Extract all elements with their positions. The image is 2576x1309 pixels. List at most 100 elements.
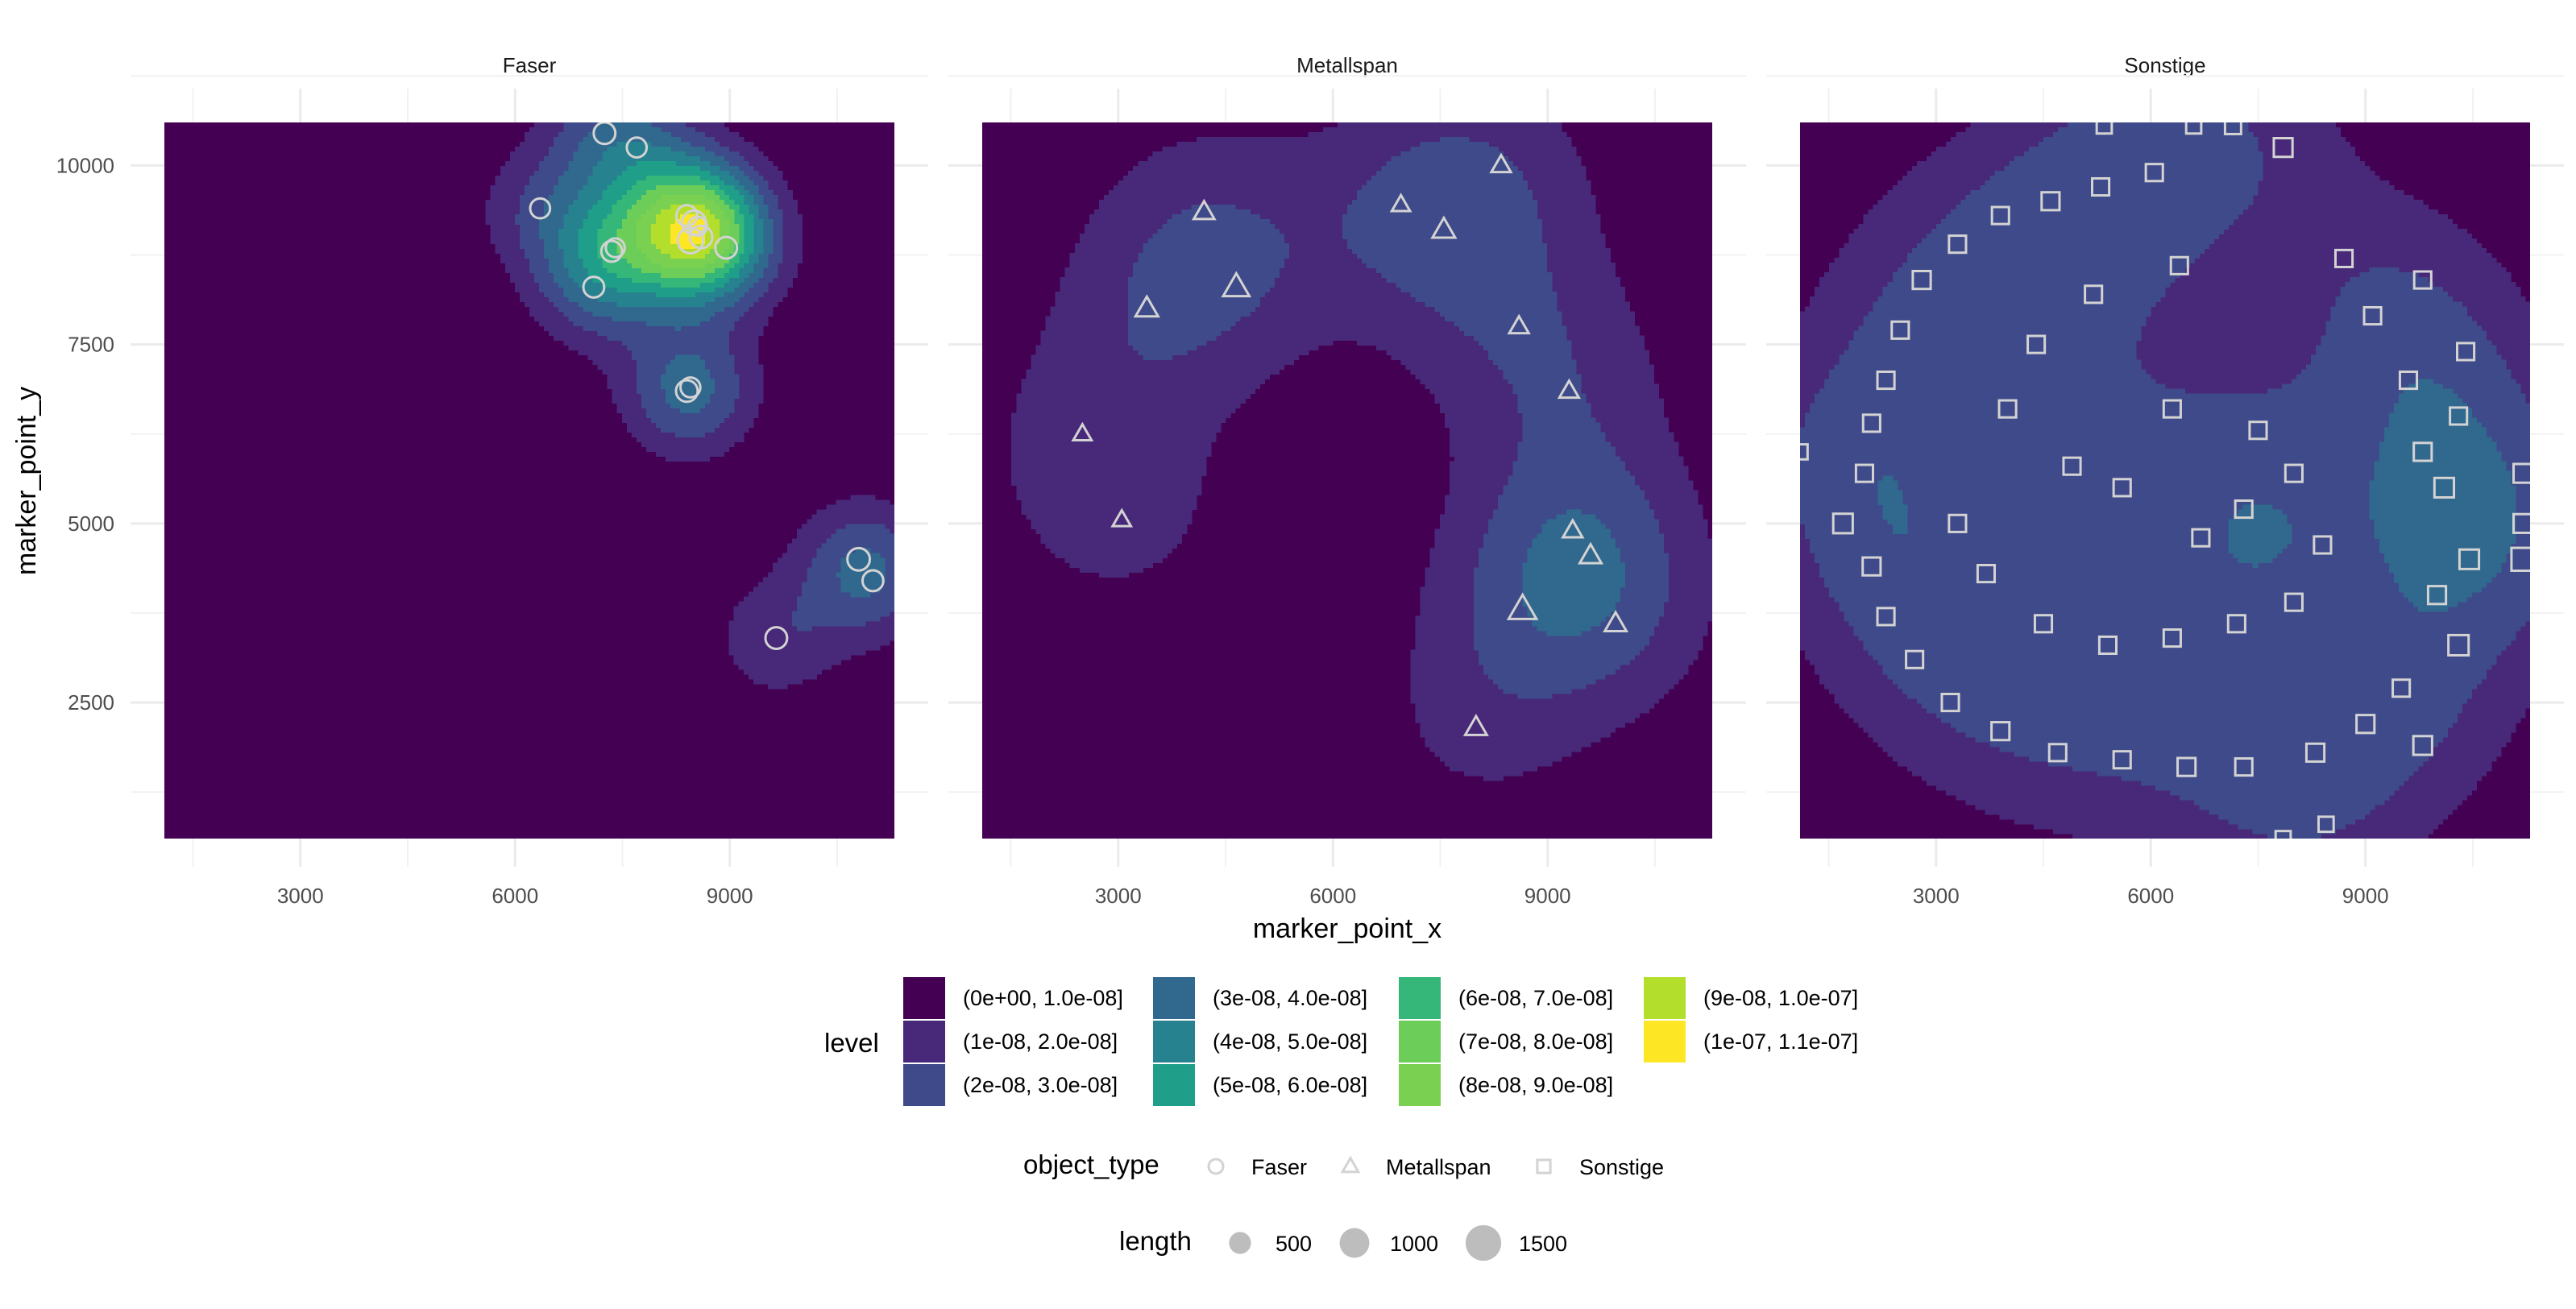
data-point xyxy=(2313,535,2333,555)
y-tick-label: 7500 xyxy=(68,333,114,357)
data-point xyxy=(2512,462,2530,484)
data-point xyxy=(674,379,699,404)
legend-size-key xyxy=(1339,1228,1370,1258)
legend-level-label: (7e-08, 8.0e-08] xyxy=(1458,1029,1613,1054)
data-point xyxy=(861,569,885,593)
y-tick-label: 2500 xyxy=(68,690,114,715)
x-tick-label: 3000 xyxy=(277,884,324,908)
legend-level: level (0e+00, 1.0e-08] (1e-08, 2.0e-08] (2… xyxy=(824,977,1858,1106)
data-point xyxy=(675,204,699,227)
data-point xyxy=(2191,528,2211,548)
data-point xyxy=(1389,193,1412,213)
data-point xyxy=(1861,413,1881,433)
legend-object-type: object_type Faser Metallspan Sonstige xyxy=(1023,1150,1664,1179)
density-band-level-3 xyxy=(1128,137,1670,699)
data-point xyxy=(2426,585,2448,606)
legend-level-label: (1e-08, 2.0e-08] xyxy=(963,1029,1118,1054)
data-point xyxy=(2162,399,2182,419)
data-point xyxy=(2398,370,2419,391)
data-point xyxy=(625,136,649,159)
data-point xyxy=(2447,633,2470,657)
data-point xyxy=(1557,378,1582,400)
data-point xyxy=(1603,610,1629,633)
data-point xyxy=(1221,271,1252,298)
x-tick-labels: 3000 6000 9000 xyxy=(1095,884,1571,908)
facet-panels: Faser 3000 6000 9000 Metallspan 3000 6000 90… xyxy=(131,53,2564,908)
data-point xyxy=(582,275,606,299)
data-point xyxy=(2362,305,2383,326)
data-point xyxy=(714,235,739,260)
data-point xyxy=(599,239,624,263)
legend-level-label: (4e-08, 5.0e-08] xyxy=(1213,1029,1367,1054)
data-point xyxy=(592,122,617,146)
legend-level-label: (3e-08, 4.0e-08] xyxy=(1213,986,1367,1010)
legend-square-icon xyxy=(1536,1158,1552,1174)
legend-level-title: level xyxy=(824,1028,879,1058)
data-point xyxy=(2112,478,2132,498)
data-point xyxy=(1948,234,1968,255)
data-point xyxy=(2095,122,2113,135)
data-point xyxy=(2112,750,2132,770)
data-point xyxy=(2412,270,2433,290)
data-point xyxy=(2355,714,2376,735)
x-tick-label: 9000 xyxy=(2342,884,2389,908)
data-point xyxy=(2084,284,2104,304)
legend-length-label: 1500 xyxy=(1519,1232,1567,1256)
data-point xyxy=(2248,420,2268,441)
x-tick-label: 9000 xyxy=(707,884,753,908)
data-point xyxy=(2047,743,2068,763)
data-point xyxy=(2223,122,2242,135)
data-point xyxy=(1990,721,2011,742)
legend-level-label: (2e-08, 3.0e-08] xyxy=(963,1073,1118,1097)
data-point xyxy=(1948,513,1968,533)
legend-level-swatch xyxy=(903,1021,945,1063)
data-point xyxy=(2412,441,2433,462)
x-tick-label: 6000 xyxy=(1309,884,1356,908)
data-point xyxy=(1191,198,1217,221)
y-tick-labels: 2500 5000 7500 10000 xyxy=(56,153,114,715)
legend-length-items: 500 1000 1500 xyxy=(1229,1224,1567,1261)
data-point xyxy=(1577,541,1604,565)
legend-level-label: (9e-08, 1.0e-07] xyxy=(1703,986,1858,1010)
data-point xyxy=(2510,546,2530,572)
data-point xyxy=(2062,456,2082,476)
legend-length: length 500 1000 1500 xyxy=(1119,1224,1567,1261)
data-point xyxy=(2097,635,2118,656)
data-point xyxy=(1133,294,1160,318)
density-band-level-8 xyxy=(616,185,740,278)
legend-level-items: (0e+00, 1.0e-08] (1e-08, 2.0e-08] (2e-08, … xyxy=(903,977,1858,1106)
density-band-level-2 xyxy=(1011,122,1712,781)
data-point xyxy=(1976,564,1996,584)
data-point xyxy=(1561,517,1585,539)
legend-level-swatch xyxy=(1399,1021,1441,1063)
data-point xyxy=(1861,556,1882,577)
x-tick-label: 9000 xyxy=(1524,884,1571,908)
x-axis-title: marker_point_x xyxy=(1253,913,1441,944)
density-band-level-3 xyxy=(514,122,894,632)
density-band-level-7 xyxy=(597,176,745,288)
data-point xyxy=(2284,592,2304,612)
data-point xyxy=(1990,205,2010,226)
density-band-level-4 xyxy=(1877,379,2516,612)
point-layer xyxy=(529,122,885,651)
data-point xyxy=(1110,507,1134,528)
point-layer xyxy=(1071,152,1629,736)
data-point xyxy=(1430,215,1458,239)
legend-object-type-items: Faser Metallspan Sonstige xyxy=(1207,1155,1664,1179)
x-tick-label: 6000 xyxy=(492,884,538,908)
density-band-level-2 xyxy=(485,122,894,690)
data-point xyxy=(2033,614,2054,634)
density-contours xyxy=(1800,122,2530,839)
legend-level-swatch xyxy=(1153,1021,1195,1063)
facet-strip-label: Sonstige xyxy=(2124,53,2205,77)
legend-length-label: 500 xyxy=(1276,1232,1312,1256)
data-point xyxy=(2162,628,2182,648)
data-point xyxy=(2456,342,2476,362)
data-point xyxy=(2176,756,2197,777)
data-point xyxy=(604,237,626,259)
data-point xyxy=(1506,592,1539,620)
data-point xyxy=(1489,152,1513,174)
point-layer xyxy=(1800,122,2530,839)
data-point xyxy=(2026,334,2047,354)
data-point xyxy=(2144,163,2164,183)
